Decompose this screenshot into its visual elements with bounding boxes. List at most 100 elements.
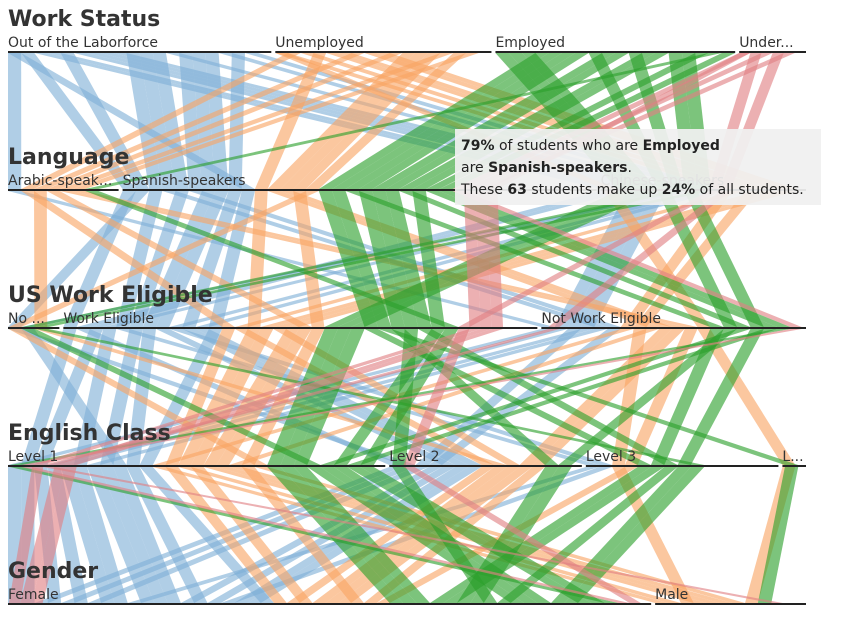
ribbon-under[interactable] <box>20 467 66 603</box>
category-label-level-2[interactable]: Level 2 <box>389 449 439 465</box>
ribbon-employed[interactable] <box>418 329 678 465</box>
ribbon-out-of-the-laborforce[interactable] <box>126 53 163 189</box>
category-label-male[interactable]: Male <box>655 587 688 603</box>
ribbon-employed[interactable] <box>757 467 799 603</box>
ribbon-under[interactable] <box>486 191 504 327</box>
ribbon-out-of-the-laborforce[interactable] <box>428 329 621 465</box>
ribbon-unemployed[interactable] <box>229 329 660 465</box>
ribbon-unemployed[interactable] <box>306 53 467 189</box>
ribbon-employed[interactable] <box>345 53 576 189</box>
ribbon-out-of-the-laborforce[interactable] <box>21 329 127 465</box>
ribbon-out-of-the-laborforce[interactable] <box>113 467 181 603</box>
ribbon-under[interactable] <box>463 191 481 327</box>
ribbon-employed[interactable] <box>320 467 538 603</box>
ribbon-under[interactable] <box>31 467 77 603</box>
ribbon-under[interactable] <box>20 329 802 465</box>
ribbon-under[interactable] <box>403 329 470 465</box>
ribbon-unemployed[interactable] <box>8 191 319 327</box>
ribbon-employed[interactable] <box>385 191 432 327</box>
ribbon-employed[interactable] <box>333 329 445 465</box>
ribbon-employed[interactable] <box>347 467 592 603</box>
ribbon-unemployed[interactable] <box>293 53 441 189</box>
ribbon-employed[interactable] <box>372 191 419 327</box>
category-label-spanish-speakers[interactable]: Spanish-speakers <box>123 173 246 189</box>
ribbon-employed[interactable] <box>280 329 352 465</box>
ribbon-employed[interactable] <box>22 329 321 465</box>
ribbon-unemployed[interactable] <box>72 53 479 189</box>
ribbon-employed[interactable] <box>318 53 549 189</box>
dimension-title-work-status[interactable]: Work Status <box>8 7 160 32</box>
ribbon-employed[interactable] <box>347 329 778 465</box>
ribbon-employed[interactable] <box>412 191 445 327</box>
ribbon-under[interactable] <box>403 467 641 603</box>
ribbon-employed[interactable] <box>358 53 589 189</box>
category-label-not-work-eligible[interactable]: Not Work Eligible <box>541 311 661 327</box>
ribbon-unemployed[interactable] <box>280 53 428 189</box>
ribbon-under[interactable] <box>8 467 44 603</box>
ribbon-employed[interactable] <box>677 329 764 465</box>
ribbon-unemployed[interactable] <box>21 191 235 327</box>
category-label-employed[interactable]: Employed <box>495 35 565 51</box>
ribbon-employed[interactable] <box>332 191 392 327</box>
ribbon-employed[interactable] <box>293 467 430 603</box>
ribbon-unemployed[interactable] <box>34 53 365 189</box>
ribbon-employed[interactable] <box>85 53 722 189</box>
ribbon-under[interactable] <box>458 191 720 327</box>
ribbon-unemployed[interactable] <box>34 191 48 327</box>
category-label-work-eligible[interactable]: Work Eligible <box>63 311 154 327</box>
ribbon-under[interactable] <box>475 191 492 327</box>
ribbon-employed[interactable] <box>267 467 404 603</box>
ribbon-under[interactable] <box>54 329 492 465</box>
ribbon-under[interactable] <box>32 329 481 465</box>
ribbon-unemployed[interactable] <box>293 191 325 327</box>
ribbon-under[interactable] <box>548 191 732 327</box>
ribbon-employed[interactable] <box>85 191 459 327</box>
ribbon-employed[interactable] <box>332 53 563 189</box>
ribbon-out-of-the-laborforce[interactable] <box>73 467 128 603</box>
ribbon-employed[interactable] <box>333 467 552 603</box>
ribbon-out-of-the-laborforce[interactable] <box>100 329 143 465</box>
ribbon-unemployed[interactable] <box>46 53 403 189</box>
ribbon-out-of-the-laborforce[interactable] <box>21 53 136 189</box>
ribbon-unemployed[interactable] <box>190 467 313 603</box>
ribbon-employed[interactable] <box>551 467 691 603</box>
ribbon-unemployed[interactable] <box>59 53 454 189</box>
ribbon-unemployed[interactable] <box>46 191 312 327</box>
ribbon-employed[interactable] <box>360 467 605 603</box>
ribbon-unemployed[interactable] <box>363 467 546 603</box>
ribbon-unemployed[interactable] <box>624 329 698 465</box>
category-label-female[interactable]: Female <box>8 587 59 603</box>
ribbon-unemployed[interactable] <box>697 329 796 465</box>
category-label-under[interactable]: Under... <box>739 35 793 51</box>
ribbon-employed[interactable] <box>9 467 619 603</box>
ribbon-out-of-the-laborforce[interactable] <box>8 53 255 189</box>
ribbon-under[interactable] <box>20 467 630 603</box>
ribbon-employed[interactable] <box>9 329 791 465</box>
dimension-title-gender[interactable]: Gender <box>8 559 98 584</box>
ribbon-out-of-the-laborforce[interactable] <box>60 467 115 603</box>
ribbon-under[interactable] <box>452 191 802 327</box>
ribbon-under[interactable] <box>43 467 783 603</box>
ribbon-out-of-the-laborforce[interactable] <box>116 191 163 327</box>
dimension-title-us-work-eligible[interactable]: US Work Eligible <box>8 283 213 308</box>
ribbon-unemployed[interactable] <box>241 467 364 603</box>
ribbon-unemployed[interactable] <box>267 191 660 327</box>
dimension-title-english-class[interactable]: English Class <box>8 421 171 446</box>
ribbon-unemployed[interactable] <box>247 191 268 327</box>
ribbon-out-of-the-laborforce[interactable] <box>126 467 208 603</box>
category-label-arabic-speak[interactable]: Arabic-speak... <box>8 173 112 189</box>
ribbon-out-of-the-laborforce[interactable] <box>86 467 155 603</box>
ribbon-unemployed[interactable] <box>21 53 301 189</box>
category-label-no[interactable]: No ... <box>8 311 45 327</box>
ribbon-out-of-the-laborforce[interactable] <box>21 329 77 465</box>
ribbon-employed[interactable] <box>425 191 778 327</box>
ribbon-employed[interactable] <box>345 191 724 327</box>
category-label-out-of-the-laborforce[interactable]: Out of the Laborforce <box>8 35 158 51</box>
ribbon-unemployed[interactable] <box>286 467 495 603</box>
ribbon-employed[interactable] <box>293 329 365 465</box>
ribbon-out-of-the-laborforce[interactable] <box>8 53 22 189</box>
ribbon-under[interactable] <box>65 329 504 465</box>
ribbon-employed[interactable] <box>684 191 764 327</box>
ribbon-out-of-the-laborforce[interactable] <box>205 53 229 189</box>
dimension-title-language[interactable]: Language <box>8 145 129 170</box>
